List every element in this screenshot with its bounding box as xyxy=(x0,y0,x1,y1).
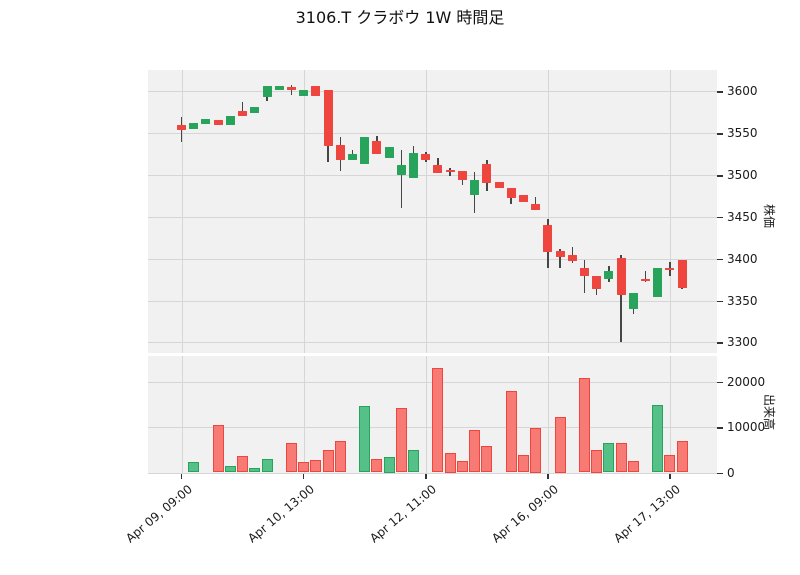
gridline-horizontal xyxy=(148,381,717,383)
price-tick-label: 3550 xyxy=(727,126,758,141)
volume-axis-title: 出来高 xyxy=(762,394,776,431)
volume-tick-label: 0 xyxy=(727,465,735,480)
gridline-horizontal xyxy=(148,300,717,302)
gridline-vertical xyxy=(547,70,549,353)
axis-tick-mark xyxy=(302,474,305,479)
gridline-horizontal xyxy=(148,472,717,474)
gridline-vertical xyxy=(669,356,671,474)
price-tick-label: 3300 xyxy=(727,335,758,350)
price-pane xyxy=(148,70,717,353)
axis-tick-mark xyxy=(717,472,723,474)
axis-tick-mark xyxy=(717,91,723,93)
gridline-horizontal xyxy=(148,175,717,176)
axis-tick-mark xyxy=(717,381,723,383)
axis-tick-mark xyxy=(717,258,723,261)
axis-tick-mark xyxy=(717,133,723,135)
gridline-horizontal xyxy=(148,427,717,428)
x-tick-label: Apr 09, 09:00 xyxy=(122,482,195,546)
axis-tick-mark xyxy=(180,474,183,479)
axis-tick-mark xyxy=(547,474,549,479)
gridline-horizontal xyxy=(148,133,717,135)
gridline-vertical xyxy=(303,356,305,474)
price-tick-label: 3350 xyxy=(727,293,758,308)
gridline-horizontal xyxy=(148,258,717,260)
gridline-horizontal xyxy=(148,91,717,93)
price-tick-label: 3400 xyxy=(727,251,758,266)
chart-title: 3106.T クラボウ 1W 時間足 xyxy=(295,8,505,27)
axis-tick-mark xyxy=(425,474,427,479)
gridline-vertical xyxy=(303,70,305,353)
axis-tick-mark xyxy=(717,427,723,429)
axis-tick-mark xyxy=(717,300,723,303)
gridline-vertical xyxy=(181,70,183,353)
x-tick-label: Apr 17, 13:00 xyxy=(611,482,683,546)
axis-tick-mark xyxy=(717,175,723,177)
gridline-vertical xyxy=(425,70,427,353)
axis-tick-mark xyxy=(717,342,723,344)
gridline-vertical xyxy=(669,70,671,353)
gridline-vertical xyxy=(547,356,549,474)
gridline-horizontal xyxy=(148,342,717,344)
x-tick-label: Apr 10, 13:00 xyxy=(244,482,317,546)
x-tick-label: Apr 12, 11:00 xyxy=(366,482,439,546)
volume-tick-label: 20000 xyxy=(727,374,766,389)
price-tick-label: 3600 xyxy=(727,84,758,99)
volume-tick-label: 10000 xyxy=(727,420,766,434)
axis-tick-mark xyxy=(717,216,723,219)
volume-pane xyxy=(148,356,717,474)
gridline-vertical xyxy=(181,356,183,474)
gridline-horizontal xyxy=(148,216,717,218)
x-tick-label: Apr 16, 09:00 xyxy=(488,482,561,546)
price-axis-title: 株価 xyxy=(762,204,776,229)
price-tick-label: 3500 xyxy=(727,168,758,182)
gridline-vertical xyxy=(425,356,427,474)
axis-tick-mark xyxy=(669,474,671,479)
price-tick-label: 3450 xyxy=(727,209,758,224)
